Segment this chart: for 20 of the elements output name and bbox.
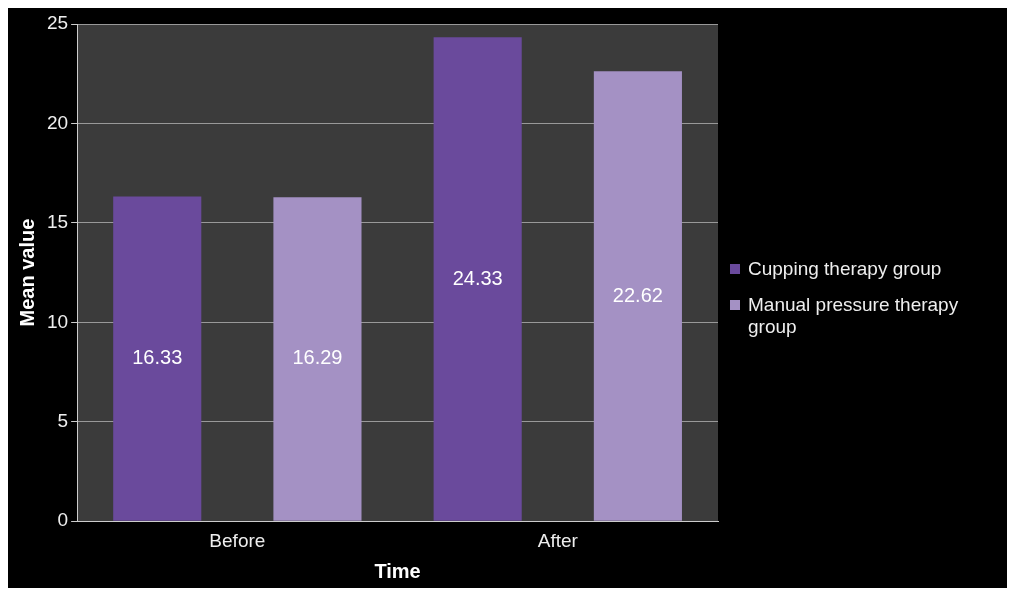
data-label: 16.33	[132, 346, 183, 369]
legend-label: Cupping therapy group	[748, 258, 942, 280]
y-tick-label: 5	[57, 409, 69, 431]
legend-label: Manual pressure therapy group	[748, 294, 960, 338]
x-tick-label: After	[537, 529, 579, 551]
x-tick-label: Before	[209, 529, 266, 551]
y-tick-label: 20	[46, 111, 69, 133]
bar	[593, 71, 682, 521]
data-label: 16.29	[292, 346, 343, 369]
bar	[273, 197, 362, 521]
y-tick-label: 10	[46, 310, 69, 332]
x-axis-title: Time	[374, 559, 421, 582]
bar	[433, 37, 522, 521]
y-tick-label: 0	[57, 509, 69, 531]
bar	[113, 196, 202, 521]
y-tick-label: 25	[46, 12, 69, 34]
y-tick-label: 15	[46, 211, 69, 233]
data-label: 22.62	[612, 283, 663, 306]
y-axis-title: Mean value	[15, 218, 38, 327]
data-label: 24.33	[452, 266, 503, 289]
